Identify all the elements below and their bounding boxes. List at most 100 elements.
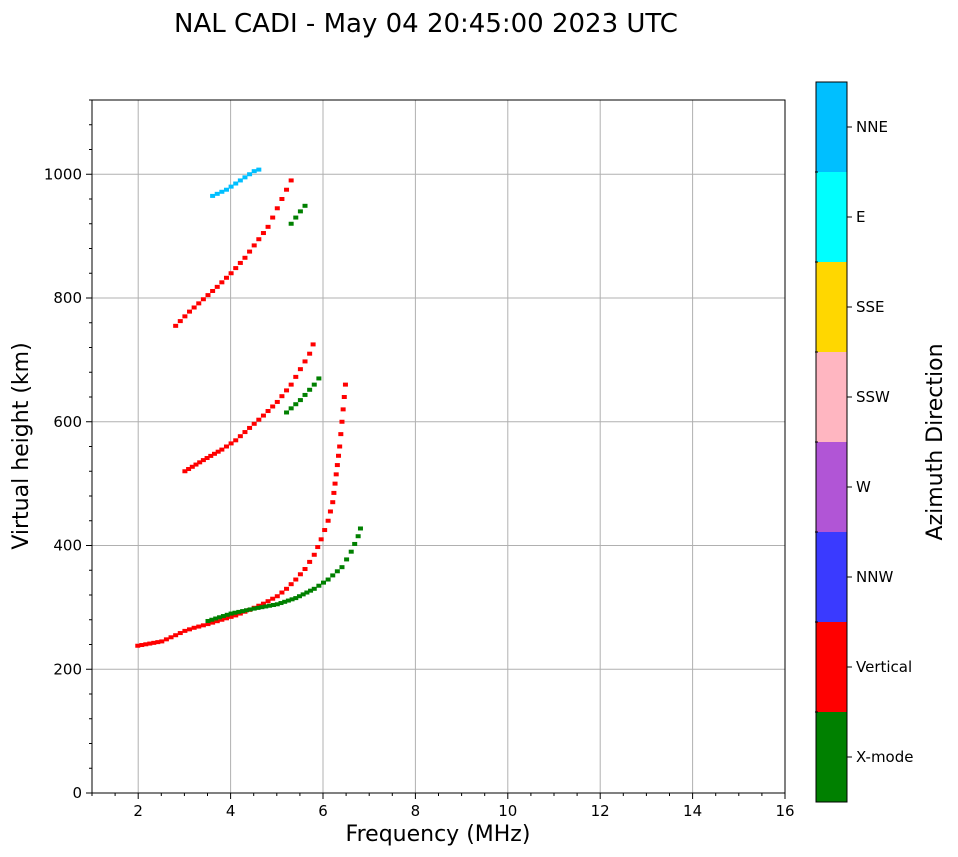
data-point — [236, 609, 242, 614]
data-point — [217, 615, 223, 620]
data-point — [193, 462, 199, 467]
data-point — [237, 434, 243, 439]
data-point — [341, 395, 347, 399]
data-point — [274, 399, 280, 404]
colorbar-tick-label: W — [856, 478, 871, 496]
data-point — [219, 280, 225, 285]
data-point — [242, 430, 248, 435]
data-point — [214, 284, 220, 289]
data-point — [270, 596, 276, 601]
data-point — [242, 255, 248, 260]
data-point — [288, 221, 294, 226]
y-tick-label: 200 — [53, 660, 82, 678]
data-point — [311, 586, 317, 591]
data-point — [135, 643, 141, 648]
data-point — [336, 453, 342, 458]
data-point — [223, 616, 229, 621]
data-point — [284, 586, 290, 591]
y-axis: 0 200 400 600 800 1000 — [44, 99, 92, 802]
data-point — [213, 616, 219, 621]
x-tick-label: 10 — [498, 802, 517, 820]
data-point — [338, 432, 344, 437]
data-point — [191, 625, 197, 630]
data-point — [205, 622, 211, 627]
data-point — [209, 617, 215, 622]
data-point — [285, 598, 291, 603]
data-point — [274, 206, 280, 211]
data-point — [339, 565, 345, 570]
colorbar-tick-label: NNW — [856, 568, 893, 586]
colorbar-tick-label: NNE — [856, 118, 888, 136]
data-point — [357, 526, 363, 531]
data-point — [208, 453, 214, 458]
data-point — [210, 193, 216, 198]
data-point — [155, 640, 161, 645]
colorbar-tick-label: SSE — [856, 298, 885, 316]
data-point — [247, 607, 253, 612]
colorbar-swatch — [816, 262, 847, 352]
data-point — [293, 215, 299, 220]
data-point — [297, 398, 303, 403]
data-point — [177, 319, 183, 324]
data-point — [296, 594, 302, 599]
data-point — [251, 606, 257, 611]
data-point — [219, 447, 225, 452]
data-point — [307, 387, 313, 392]
data-point — [293, 374, 299, 379]
data-point — [260, 601, 266, 606]
colorbar-tick-label: SSW — [856, 388, 890, 406]
y-tick-label: 400 — [53, 537, 82, 555]
x-tick-label: 6 — [318, 802, 328, 820]
data-point — [182, 314, 188, 319]
data-point — [321, 580, 326, 585]
data-point — [355, 534, 361, 539]
data-point — [251, 169, 257, 174]
data-point — [232, 610, 238, 615]
colorbar-tick-label: X-mode — [856, 748, 913, 766]
data-point — [233, 181, 239, 186]
data-point — [219, 617, 225, 622]
data-point — [315, 545, 321, 550]
data-point — [332, 481, 338, 486]
data-point — [256, 417, 262, 422]
x-tick-label: 14 — [683, 802, 702, 820]
data-point — [318, 537, 324, 542]
data-point — [302, 203, 308, 208]
x-tick-label: 2 — [133, 802, 143, 820]
data-point — [196, 624, 202, 629]
data-point — [200, 458, 206, 463]
data-point — [251, 421, 257, 426]
data-point — [330, 573, 336, 578]
data-point — [288, 406, 294, 411]
y-tick-label: 0 — [72, 784, 82, 802]
data-point — [220, 614, 226, 619]
data-point — [223, 187, 229, 192]
data-point — [260, 413, 266, 418]
x-axis: 2 4 6 8 10 12 14 16 — [91, 793, 795, 820]
colorbar-swatch — [816, 622, 847, 712]
data-point — [302, 567, 308, 572]
data-point — [308, 588, 314, 593]
data-point — [233, 266, 239, 271]
data-point — [189, 464, 195, 469]
data-point — [289, 597, 295, 602]
data-point — [339, 419, 345, 424]
colorbar-tick-label: Vertical — [856, 658, 912, 676]
data-point — [219, 189, 225, 194]
data-point — [247, 425, 253, 430]
data-point — [310, 342, 316, 347]
data-point — [316, 583, 322, 588]
data-point — [182, 628, 188, 633]
data-point — [304, 590, 310, 595]
data-point — [259, 605, 265, 610]
data-marks — [135, 167, 363, 648]
data-point — [237, 178, 243, 183]
data-point — [255, 605, 261, 610]
data-point — [288, 178, 294, 183]
data-point — [325, 518, 331, 523]
colorbar-swatch — [816, 712, 847, 802]
data-point — [187, 627, 193, 632]
colorbar-label: Azimuth Direction — [923, 343, 948, 540]
data-point — [300, 592, 306, 597]
data-point — [265, 224, 271, 229]
